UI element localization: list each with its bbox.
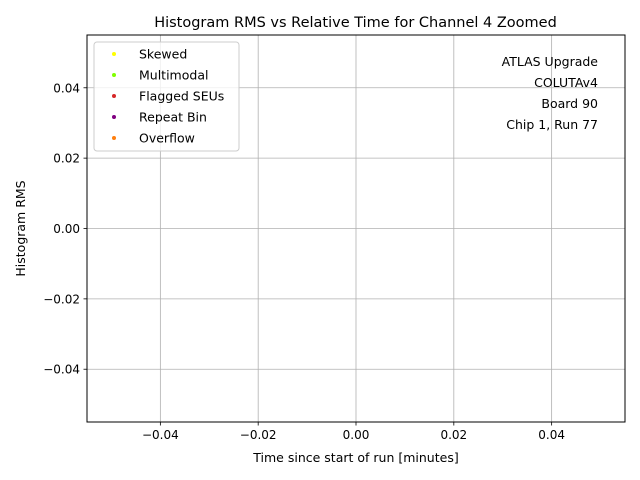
legend-label: Skewed [139, 47, 187, 62]
legend-label: Flagged SEUs [139, 89, 224, 104]
x-tick-label: −0.04 [142, 428, 179, 442]
annotation-line: COLUTAv4 [534, 75, 598, 90]
legend-label: Overflow [139, 131, 195, 146]
legend-marker [112, 136, 116, 140]
y-axis-label: Histogram RMS [13, 180, 28, 276]
annotation-line: Chip 1, Run 77 [506, 117, 598, 132]
legend-marker [112, 115, 116, 119]
legend-marker [112, 94, 116, 98]
y-axis-ticks: 0.04 0.02 0.00 −0.02 −0.04 [43, 81, 87, 377]
x-axis-label: Time since start of run [minutes] [252, 450, 458, 465]
legend-label: Repeat Bin [139, 110, 207, 125]
chart-title: Histogram RMS vs Relative Time for Chann… [154, 15, 557, 31]
legend-frame [93, 41, 240, 152]
x-tick-label: 0.02 [440, 428, 467, 442]
legend: Skewed Multimodal Flagged SEUs Repeat Bin Ov… [93, 41, 240, 152]
legend-marker [112, 73, 116, 77]
legend-label: Multimodal [139, 68, 208, 83]
x-tick-label: 0.04 [538, 428, 565, 442]
grid [87, 35, 625, 422]
run-info-annotation: ATLAS Upgrade COLUTAv4 Board 90 Chip 1, Run… [502, 54, 599, 132]
y-tick-label: 0.04 [53, 81, 80, 95]
x-tick-label: −0.02 [240, 428, 277, 442]
x-tick-label: 0.00 [343, 428, 370, 442]
x-axis-ticks: −0.04 −0.02 0.00 0.02 0.04 [142, 422, 565, 442]
y-tick-label: −0.04 [43, 363, 80, 377]
annotation-line: ATLAS Upgrade [502, 54, 599, 69]
annotation-line: Board 90 [541, 96, 598, 111]
y-tick-label: 0.00 [53, 222, 80, 236]
plot-area-frame [86, 34, 626, 423]
y-tick-label: 0.02 [53, 152, 80, 166]
y-tick-label: −0.02 [43, 292, 80, 306]
legend-marker [112, 52, 116, 56]
